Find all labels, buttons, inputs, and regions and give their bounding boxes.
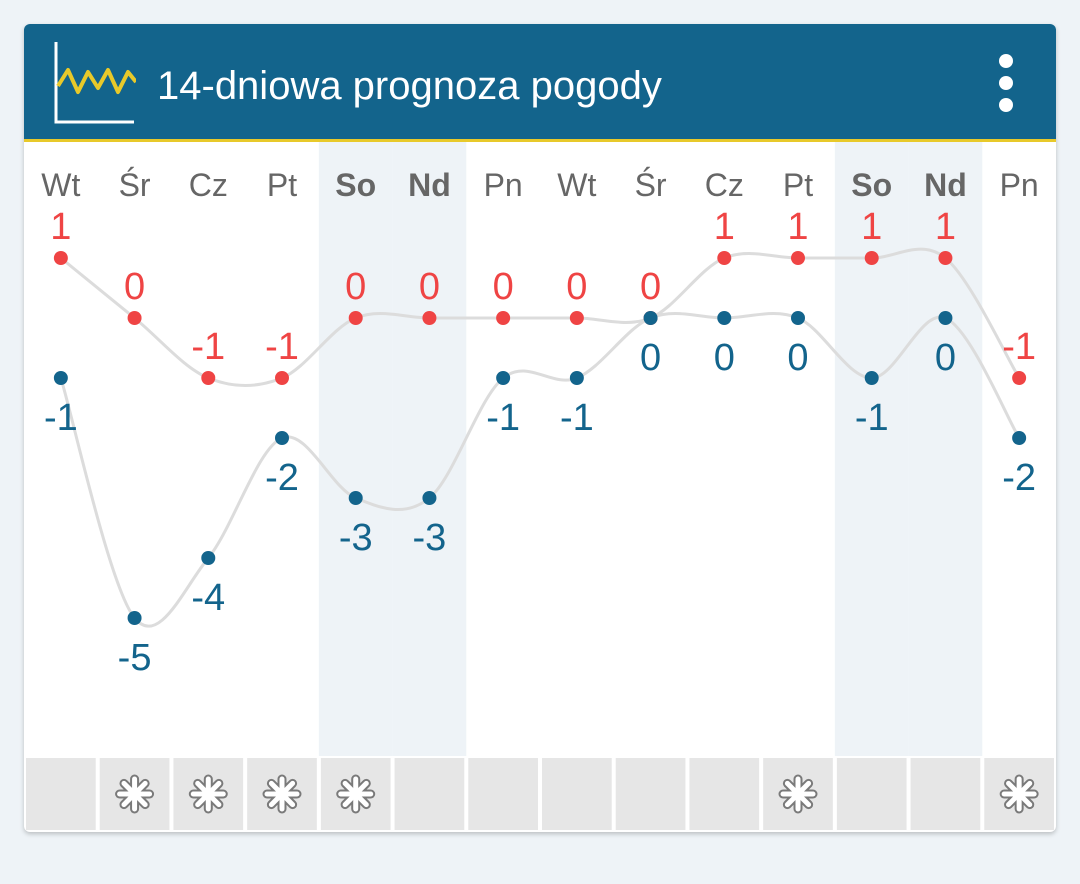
max-temp-label: 0 bbox=[566, 266, 587, 308]
more-vert-icon-dot bbox=[999, 98, 1013, 112]
max-temp-label: 1 bbox=[861, 206, 882, 248]
max-temp-label: 1 bbox=[787, 206, 808, 248]
min-temp-point bbox=[201, 551, 216, 565]
max-temp-label: 0 bbox=[640, 266, 661, 308]
min-temp-label: -5 bbox=[118, 637, 152, 679]
day-label: So bbox=[335, 167, 376, 203]
precip-cell bbox=[394, 758, 465, 830]
precip-cell bbox=[542, 758, 612, 830]
max-temp-point bbox=[569, 311, 584, 325]
page-title: 14-dniowa prognoza pogody bbox=[157, 64, 662, 108]
snowflake-icon bbox=[188, 774, 228, 814]
min-temp-point bbox=[127, 611, 142, 625]
day-label: Śr bbox=[119, 167, 151, 203]
more-vert-icon-dot bbox=[999, 76, 1013, 90]
min-temp-point bbox=[275, 431, 289, 445]
day-label: Pn bbox=[484, 167, 523, 203]
min-temp-point bbox=[717, 311, 732, 325]
max-temp-label: 0 bbox=[124, 266, 145, 308]
min-temp-point bbox=[643, 311, 658, 325]
min-temp-point bbox=[348, 491, 363, 505]
min-temp-point bbox=[938, 311, 953, 325]
max-temp-point bbox=[1012, 371, 1027, 385]
precip-cell bbox=[468, 758, 538, 830]
day-label: Nd bbox=[408, 167, 451, 203]
precip-cell bbox=[615, 758, 686, 830]
max-temp-label: -1 bbox=[191, 326, 225, 368]
max-temp-label: 0 bbox=[493, 266, 514, 308]
max-temp-point bbox=[422, 311, 437, 325]
day-label: Cz bbox=[189, 167, 228, 203]
max-temp-point bbox=[348, 311, 363, 325]
min-temp-label: -1 bbox=[855, 397, 889, 439]
weekend-column bbox=[392, 142, 467, 756]
day-label: Pn bbox=[1000, 167, 1039, 203]
max-temp-point bbox=[127, 311, 142, 325]
day-label: Wt bbox=[41, 167, 80, 203]
max-temp-label: -1 bbox=[1002, 326, 1036, 368]
precip-cell bbox=[689, 758, 760, 830]
weekend-column bbox=[908, 142, 983, 756]
max-temp-point bbox=[53, 251, 68, 265]
min-temp-label: -3 bbox=[339, 517, 373, 559]
snowflake-icon bbox=[778, 774, 818, 814]
min-temp-label: -1 bbox=[44, 397, 78, 439]
card-header: 14-dniowa prognoza pogody bbox=[24, 24, 1056, 142]
snowflake-icon bbox=[999, 774, 1039, 814]
chart-line-icon bbox=[54, 42, 136, 124]
max-temp-label: 0 bbox=[419, 266, 440, 308]
min-temp-label: -1 bbox=[486, 397, 520, 439]
min-temp-label: 0 bbox=[935, 337, 956, 379]
max-temp-point bbox=[938, 251, 953, 265]
more-menu-button[interactable] bbox=[984, 50, 1028, 116]
min-temp-point bbox=[422, 491, 437, 505]
day-label: So bbox=[851, 167, 892, 203]
temperature-chart: Wt Śr Cz Pt So Nd Pn Wt Śr Cz Pt So Nd Pn 1 0 -1 -1 0 0 0 0 0 1… bbox=[26, 142, 1054, 830]
forecast-card: 14-dniowa prognoza pogody Wt Śr Cz Pt So Nd Pn… bbox=[24, 24, 1056, 832]
max-temp-label: 1 bbox=[935, 206, 956, 248]
day-label: Pt bbox=[267, 167, 297, 203]
min-temp-label: 0 bbox=[714, 337, 735, 379]
day-label: Wt bbox=[557, 167, 596, 203]
precip-cell bbox=[26, 758, 96, 830]
min-temp-point bbox=[864, 371, 879, 385]
weekend-column bbox=[318, 142, 393, 756]
weekend-column bbox=[834, 142, 909, 756]
max-temp-label: 1 bbox=[50, 206, 71, 248]
min-temp-label: -2 bbox=[265, 457, 299, 499]
min-temp-label: -2 bbox=[1002, 457, 1036, 499]
day-label: Nd bbox=[924, 167, 967, 203]
max-temp-point bbox=[275, 371, 289, 385]
min-temp-label: -4 bbox=[191, 577, 225, 619]
snowflake-icon bbox=[336, 774, 376, 814]
snowflake-icon bbox=[115, 774, 155, 814]
min-temp-label: 0 bbox=[787, 337, 808, 379]
day-label: Cz bbox=[705, 167, 744, 203]
max-temp-point bbox=[717, 251, 732, 265]
max-temp-label: 1 bbox=[714, 206, 735, 248]
max-temp-label: -1 bbox=[265, 326, 299, 368]
min-temp-point bbox=[496, 371, 511, 385]
precip-cell bbox=[910, 758, 981, 830]
max-temp-point bbox=[791, 251, 805, 265]
max-temp-point bbox=[864, 251, 879, 265]
min-temp-label: -1 bbox=[560, 397, 594, 439]
max-temp-point bbox=[496, 311, 511, 325]
precip-cell bbox=[836, 758, 907, 830]
min-temp-point bbox=[1012, 431, 1027, 445]
snowflake-icon bbox=[262, 774, 302, 814]
min-temp-label: 0 bbox=[640, 337, 661, 379]
max-temp-label: 0 bbox=[345, 266, 366, 308]
max-temp-point bbox=[201, 371, 216, 385]
min-temp-label: -3 bbox=[413, 517, 447, 559]
min-temp-point bbox=[53, 371, 68, 385]
more-vert-icon bbox=[999, 54, 1013, 68]
day-label: Pt bbox=[783, 167, 813, 203]
day-label: Śr bbox=[635, 167, 667, 203]
min-temp-point bbox=[569, 371, 584, 385]
min-temp-point bbox=[791, 311, 805, 325]
